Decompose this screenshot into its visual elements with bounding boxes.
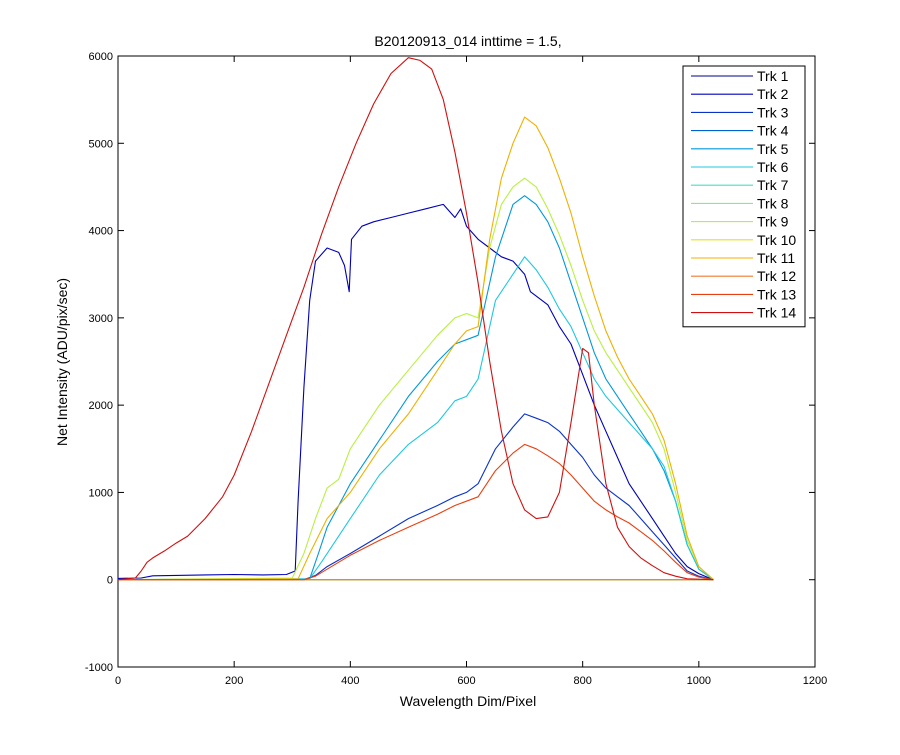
y-tick-label: 6000 bbox=[89, 51, 113, 63]
y-tick-label: 1000 bbox=[89, 487, 113, 499]
series-line-trk-2 bbox=[117, 203, 714, 581]
legend-label: Trk 2 bbox=[757, 86, 789, 102]
x-tick-label: 800 bbox=[573, 675, 591, 687]
legend-label: Trk 12 bbox=[757, 268, 796, 284]
legend-label: Trk 7 bbox=[757, 177, 789, 193]
series-line-trk-3 bbox=[118, 413, 714, 581]
legend-label: Trk 5 bbox=[757, 141, 789, 157]
series-line-trk-11 bbox=[117, 116, 714, 581]
legend: Trk 1 Trk 2 Trk 3 Trk 4 Trk 5 Trk 6 Trk 7 Trk 8… bbox=[682, 65, 806, 328]
x-tick-label: 1200 bbox=[803, 675, 827, 687]
legend-label: Trk 11 bbox=[757, 250, 795, 266]
x-tick-label: 0 bbox=[115, 675, 121, 687]
y-tick-label: 2000 bbox=[89, 400, 113, 412]
series-line-trk-13 bbox=[118, 443, 714, 581]
legend-label: Trk 3 bbox=[757, 104, 789, 120]
legend-label: Trk 1 bbox=[757, 68, 789, 84]
x-tick-label: 400 bbox=[341, 675, 359, 687]
chart-title: B20120913_014 inttime = 1.5, bbox=[374, 33, 561, 49]
y-tick-label: 5000 bbox=[89, 138, 113, 150]
y-tick-label: 4000 bbox=[89, 226, 113, 238]
y-axis-ticks: -1000 0 1000 2000 3000 4000 5000 6000 bbox=[85, 51, 815, 674]
y-tick-label: 0 bbox=[107, 575, 113, 587]
series-line-trk-14 bbox=[117, 57, 714, 581]
y-tick-label: -1000 bbox=[85, 662, 113, 674]
x-tick-label: 600 bbox=[457, 675, 475, 687]
series-layer bbox=[117, 57, 714, 581]
series-line-trk-6 bbox=[117, 256, 714, 581]
legend-box bbox=[682, 65, 806, 328]
x-axis-ticks: 0 200 400 600 800 1000 1200 bbox=[115, 56, 827, 687]
series-line-trk-9 bbox=[117, 177, 714, 581]
legend-label: Trk 10 bbox=[757, 232, 796, 248]
y-axis-label: Net Intensity (ADU/pix/sec) bbox=[54, 278, 70, 446]
x-tick-label: 200 bbox=[225, 675, 243, 687]
x-axis-label: Wavelength Dim/Pixel bbox=[400, 693, 536, 709]
y-tick-label: 3000 bbox=[89, 313, 113, 325]
legend-label: Trk 8 bbox=[757, 195, 789, 211]
legend-label: Trk 6 bbox=[757, 159, 789, 175]
legend-label: Trk 13 bbox=[757, 286, 796, 302]
legend-label: Trk 9 bbox=[757, 214, 789, 230]
legend-label: Trk 14 bbox=[757, 305, 796, 321]
legend-label: Trk 4 bbox=[757, 123, 789, 139]
x-tick-label: 1000 bbox=[687, 675, 711, 687]
